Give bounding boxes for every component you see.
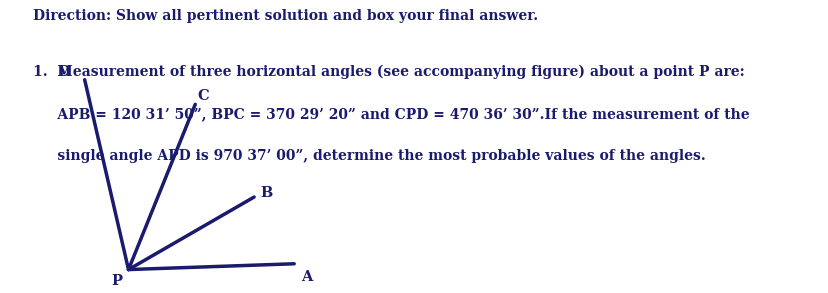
Text: D: D xyxy=(58,65,70,79)
Text: Direction: Show all pertinent solution and box your final answer.: Direction: Show all pertinent solution a… xyxy=(33,9,537,23)
Text: APB = 120 31’ 50”, BPC = 370 29’ 20” and CPD = 470 36’ 30”.If the measurement of: APB = 120 31’ 50”, BPC = 370 29’ 20” and… xyxy=(33,107,749,121)
Text: B: B xyxy=(260,186,272,200)
Text: P: P xyxy=(111,274,122,288)
Text: C: C xyxy=(198,88,209,103)
Text: 1.  Measurement of three horizontal angles (see accompanying figure) about a poi: 1. Measurement of three horizontal angle… xyxy=(33,64,744,79)
Text: A: A xyxy=(301,270,312,284)
Text: single angle APD is 970 37’ 00”, determine the most probable values of the angle: single angle APD is 970 37’ 00”, determi… xyxy=(33,149,705,163)
